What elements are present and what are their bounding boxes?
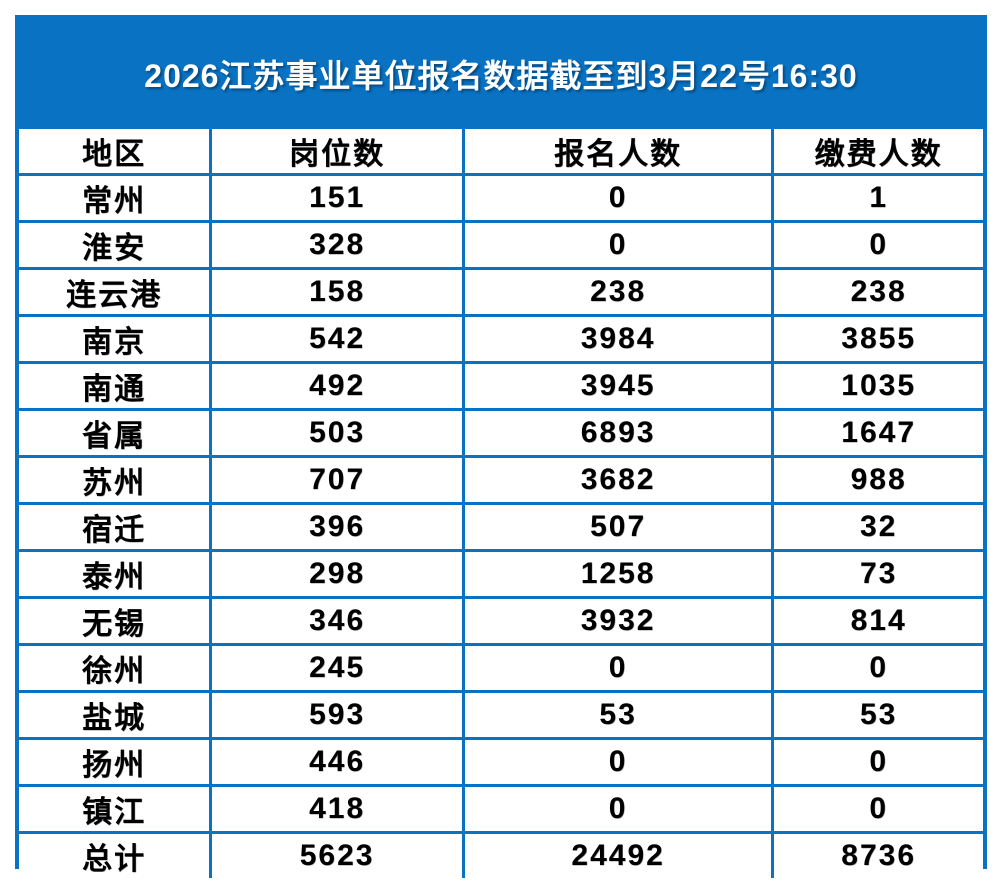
page-title: 2026江苏事业单位报名数据截至到3月22号16:30 (144, 58, 858, 94)
positions-cell: 298 (209, 549, 465, 599)
region-name-cell: 苏州 (19, 455, 213, 505)
row-yangzhou: 扬州 446 0 0 (19, 737, 983, 787)
payments-cell: 238 (771, 267, 983, 317)
applicants-cell: 238 (461, 267, 775, 317)
column-header-region: 地区 (19, 129, 213, 176)
row-total: 总计 5623 24492 8736 (19, 831, 983, 878)
payments-cell: 3855 (771, 314, 983, 364)
positions-cell: 328 (209, 220, 465, 270)
applicants-cell: 0 (461, 643, 775, 693)
payments-cell: 988 (771, 455, 983, 505)
region-name-cell: 镇江 (19, 784, 213, 834)
applicants-cell: 3682 (461, 455, 775, 505)
row-lianyungang: 连云港 158 238 238 (19, 267, 983, 317)
registration-data-table: 地区 岗位数 报名人数 缴费人数 常州 151 0 1 淮安 328 0 0 连… (19, 129, 983, 878)
row-wuxi: 无锡 346 3932 814 (19, 596, 983, 646)
row-suqian: 宿迁 396 507 32 (19, 502, 983, 552)
applicants-cell: 1258 (461, 549, 775, 599)
applicants-cell: 6893 (461, 408, 775, 458)
row-yancheng: 盐城 593 53 53 (19, 690, 983, 740)
row-taizhou: 泰州 298 1258 73 (19, 549, 983, 599)
payments-cell: 0 (771, 784, 983, 834)
region-name-cell: 南京 (19, 314, 213, 364)
region-name-cell: 省属 (19, 408, 213, 458)
positions-cell: 593 (209, 690, 465, 740)
row-huaian: 淮安 328 0 0 (19, 220, 983, 270)
row-changzhou: 常州 151 0 1 (19, 173, 983, 223)
positions-cell: 151 (209, 173, 465, 223)
positions-cell: 245 (209, 643, 465, 693)
region-name-cell: 宿迁 (19, 502, 213, 552)
payments-cell: 1 (771, 173, 983, 223)
region-name-cell: 淮安 (19, 220, 213, 270)
payments-cell: 0 (771, 220, 983, 270)
row-nantong: 南通 492 3945 1035 (19, 361, 983, 411)
payments-cell: 1035 (771, 361, 983, 411)
table-frame: 2026江苏事业单位报名数据截至到3月22号16:30 地区 岗位数 报名人数 … (15, 15, 987, 878)
applicants-cell: 24492 (461, 831, 775, 878)
applicants-cell: 0 (461, 784, 775, 834)
applicants-cell: 0 (461, 220, 775, 270)
positions-cell: 158 (209, 267, 465, 317)
applicants-cell: 3932 (461, 596, 775, 646)
region-name-cell: 无锡 (19, 596, 213, 646)
region-name-cell: 扬州 (19, 737, 213, 787)
positions-cell: 5623 (209, 831, 465, 878)
column-header-applicants: 报名人数 (461, 129, 775, 176)
positions-cell: 346 (209, 596, 465, 646)
payments-cell: 8736 (771, 831, 983, 878)
payments-cell: 814 (771, 596, 983, 646)
payments-cell: 32 (771, 502, 983, 552)
positions-cell: 446 (209, 737, 465, 787)
row-nanjing: 南京 542 3984 3855 (19, 314, 983, 364)
payments-cell: 1647 (771, 408, 983, 458)
positions-cell: 418 (209, 784, 465, 834)
positions-cell: 542 (209, 314, 465, 364)
applicants-cell: 0 (461, 737, 775, 787)
region-name-cell: 徐州 (19, 643, 213, 693)
applicants-cell: 0 (461, 173, 775, 223)
payments-cell: 53 (771, 690, 983, 740)
payments-cell: 0 (771, 737, 983, 787)
region-name-cell: 南通 (19, 361, 213, 411)
row-suzhou: 苏州 707 3682 988 (19, 455, 983, 505)
applicants-cell: 53 (461, 690, 775, 740)
positions-cell: 707 (209, 455, 465, 505)
column-header-payments: 缴费人数 (771, 129, 983, 176)
region-name-cell: 盐城 (19, 690, 213, 740)
region-name-cell: 连云港 (19, 267, 213, 317)
header-row: 地区 岗位数 报名人数 缴费人数 (19, 129, 983, 176)
row-zhenjiang: 镇江 418 0 0 (19, 784, 983, 834)
positions-cell: 396 (209, 502, 465, 552)
column-header-positions: 岗位数 (209, 129, 465, 176)
payments-cell: 73 (771, 549, 983, 599)
payments-cell: 0 (771, 643, 983, 693)
region-name-cell: 泰州 (19, 549, 213, 599)
row-shengshu: 省属 503 6893 1647 (19, 408, 983, 458)
applicants-cell: 3945 (461, 361, 775, 411)
row-xuzhou: 徐州 245 0 0 (19, 643, 983, 693)
applicants-cell: 507 (461, 502, 775, 552)
applicants-cell: 3984 (461, 314, 775, 364)
positions-cell: 503 (209, 408, 465, 458)
region-name-cell: 常州 (19, 173, 213, 223)
title-banner: 2026江苏事业单位报名数据截至到3月22号16:30 (19, 19, 983, 129)
positions-cell: 492 (209, 361, 465, 411)
region-name-cell: 总计 (19, 831, 213, 878)
